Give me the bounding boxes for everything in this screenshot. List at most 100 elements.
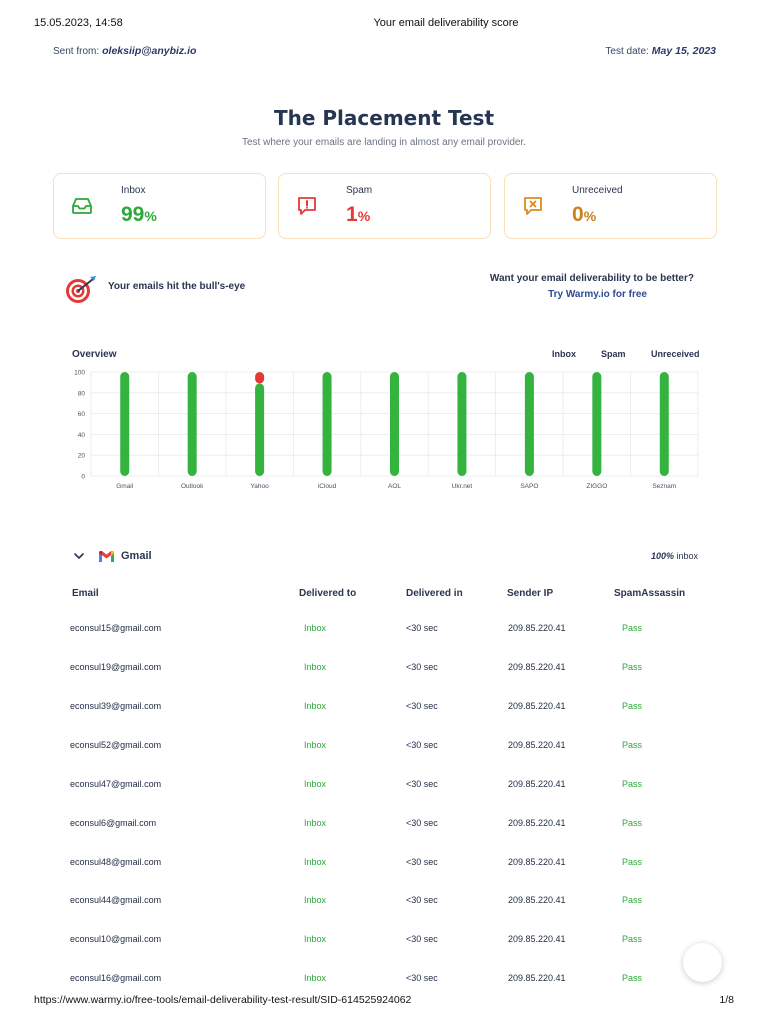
x-tick-label: Ukr.net	[452, 483, 473, 490]
table-row: econsul6@gmail.com Inbox <30 sec 209.85.220…	[0, 818, 768, 857]
sent-from-value: oleksiip@anybiz.io	[102, 45, 197, 57]
row-delivered-to: Inbox	[304, 662, 327, 672]
table-row: econsul19@gmail.com Inbox <30 sec 209.85.22…	[0, 662, 768, 701]
row-email: econsul16@gmail.com	[70, 973, 162, 983]
unreceived-value: 0	[572, 203, 584, 226]
row-spamassassin: Pass	[622, 779, 643, 789]
bullseye-text: Your emails hit the bull's-eye	[108, 281, 246, 292]
row-delivered-to: Inbox	[304, 701, 327, 711]
bar-spam-yahoo[interactable]	[255, 372, 265, 384]
spam-unit: %	[357, 208, 371, 224]
row-delivered-to: Inbox	[304, 895, 327, 905]
col-header-delivered-in: Delivered in	[406, 588, 463, 599]
y-tick-label: 100	[74, 370, 85, 377]
table-row: econsul44@gmail.com Inbox <30 sec 209.85.22…	[0, 895, 768, 934]
provider-name[interactable]: Gmail	[121, 550, 152, 562]
row-email: econsul48@gmail.com	[70, 857, 162, 867]
col-header-sender-ip: Sender IP	[507, 588, 554, 599]
bar-inbox-seznam[interactable]	[659, 372, 669, 476]
bar-inbox-yahoo[interactable]	[255, 383, 265, 476]
bar-inbox-outlook[interactable]	[187, 372, 197, 476]
row-delivered-to: Inbox	[304, 934, 327, 944]
spam-alert-icon	[298, 197, 316, 215]
legend-unreceived[interactable]: Unreceived	[651, 349, 700, 359]
x-tick-label: AOL	[388, 483, 401, 490]
x-tick-label: Gmail	[116, 483, 134, 490]
row-spamassassin: Pass	[622, 973, 643, 983]
unreceived-card-label: Unreceived	[572, 185, 623, 196]
test-date-value: May 15, 2023	[651, 45, 716, 57]
bar-inbox-icloud[interactable]	[322, 372, 332, 476]
row-delivered-in: <30 sec	[406, 740, 438, 750]
inbox-card-value: 99%	[121, 203, 157, 227]
y-tick-label: 40	[78, 432, 86, 439]
y-tick-label: 0	[81, 474, 85, 481]
inbox-card-label: Inbox	[121, 185, 146, 196]
bar-inbox-aol[interactable]	[390, 372, 399, 476]
row-sender-ip: 209.85.220.41	[508, 973, 566, 983]
row-sender-ip: 209.85.220.41	[508, 623, 566, 633]
page-title: The Placement Test	[273, 106, 495, 130]
row-delivered-to: Inbox	[304, 623, 327, 633]
row-email: econsul44@gmail.com	[70, 895, 162, 905]
overview-title: Overview	[72, 349, 117, 360]
row-delivered-in: <30 sec	[406, 662, 438, 672]
bar-inbox-sapo[interactable]	[524, 372, 534, 476]
sent-from: Sent from: oleksiip@anybiz.io	[53, 45, 196, 57]
overview-chart: 0 20 40 60 80 100 Gmail Outlook Yahoo iCloud AOL Uk…	[74, 370, 699, 490]
print-title: Your email deliverability score	[373, 17, 519, 29]
legend-spam[interactable]: Spam	[601, 349, 626, 359]
chevron-down-icon[interactable]	[73, 551, 85, 561]
print-url: https://www.warmy.io/free-tools/email-de…	[34, 994, 412, 1006]
row-sender-ip: 209.85.220.41	[508, 818, 566, 828]
inbox-tray-icon	[72, 198, 92, 214]
floating-action-button[interactable]	[683, 943, 722, 982]
inbox-unit: %	[144, 208, 157, 224]
row-spamassassin: Pass	[622, 857, 643, 867]
row-delivered-in: <30 sec	[406, 895, 438, 905]
unreceived-unit: %	[583, 208, 597, 224]
provider-percent-value: 100%	[650, 551, 674, 561]
row-delivered-to: Inbox	[304, 818, 327, 828]
gmail-logo-icon	[99, 551, 114, 562]
row-sender-ip: 209.85.220.41	[508, 934, 566, 944]
table-row: econsul39@gmail.com Inbox <30 sec 209.85.22…	[0, 701, 768, 740]
table-row: econsul52@gmail.com Inbox <30 sec 209.85.22…	[0, 740, 768, 779]
x-tick-label: Outlook	[181, 483, 204, 490]
inbox-value: 99	[121, 203, 145, 226]
test-date: Test date: May 15, 2023	[605, 45, 716, 57]
spam-value: 1	[346, 203, 358, 226]
table-row: econsul15@gmail.com Inbox <30 sec 209.85.22…	[0, 623, 768, 662]
row-email: econsul6@gmail.com	[70, 818, 157, 828]
row-spamassassin: Pass	[622, 623, 643, 633]
y-tick-label: 20	[78, 453, 86, 460]
row-spamassassin: Pass	[622, 895, 643, 905]
row-spamassassin: Pass	[622, 662, 643, 672]
x-tick-label: Seznam	[652, 483, 676, 490]
row-sender-ip: 209.85.220.41	[508, 779, 566, 789]
provider-percent-suffix: inbox	[676, 551, 698, 561]
cta-question: Want your email deliverability to be bet…	[489, 273, 694, 284]
unreceived-card: Unreceived 0%	[504, 173, 717, 239]
row-sender-ip: 209.85.220.41	[508, 662, 566, 672]
spam-card-label: Spam	[346, 185, 373, 196]
y-tick-label: 60	[78, 411, 86, 418]
bar-inbox-ukrnet[interactable]	[457, 372, 467, 476]
row-sender-ip: 209.85.220.41	[508, 740, 566, 750]
bar-inbox-ziggo[interactable]	[592, 372, 602, 476]
bar-inbox-gmail[interactable]	[120, 372, 130, 476]
row-spamassassin: Pass	[622, 818, 643, 828]
page-subtitle: Test where your emails are landing in al…	[241, 137, 527, 148]
row-spamassassin: Pass	[622, 934, 643, 944]
print-page-number: 1/8	[719, 994, 734, 1006]
test-date-label: Test date:	[605, 46, 649, 57]
table-row: econsul16@gmail.com Inbox <30 sec 209.85.22…	[0, 973, 768, 1012]
print-datetime: 15.05.2023, 14:58	[34, 17, 123, 29]
row-delivered-in: <30 sec	[406, 779, 438, 789]
col-header-email: Email	[72, 588, 99, 599]
table-row: econsul48@gmail.com Inbox <30 sec 209.85.22…	[0, 857, 768, 896]
row-delivered-in: <30 sec	[406, 623, 438, 633]
row-sender-ip: 209.85.220.41	[508, 857, 566, 867]
try-warmy-link[interactable]: Try Warmy.io for free	[548, 289, 647, 300]
legend-inbox[interactable]: Inbox	[552, 349, 576, 359]
